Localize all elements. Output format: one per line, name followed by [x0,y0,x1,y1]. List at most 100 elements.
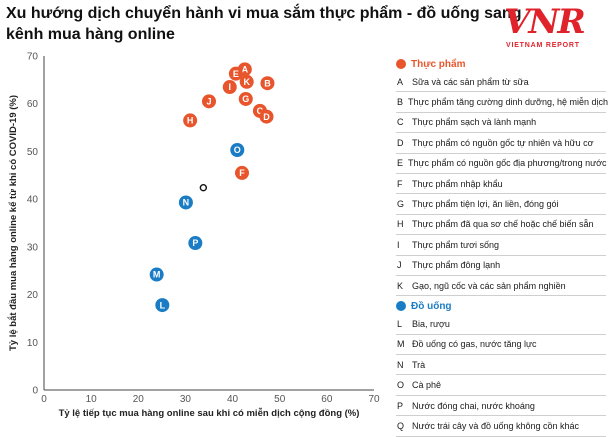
legend-item-label: Thực phẩm có nguồn gốc tự nhiên và hữu c… [412,137,594,148]
point-d [259,109,274,124]
point-e-label: E [233,69,239,79]
legend-item-b: B Thực phẩm tăng cường dinh dưỡng, hệ miễ… [396,92,608,113]
point-i-label: I [228,82,231,92]
legend-item-code: B [397,97,404,108]
legend-item-f: F Thực phẩm nhập khẩu [396,174,606,195]
point-g [238,91,253,106]
legend-item-o: O Cà phê [396,375,606,396]
point-n [178,195,193,210]
legend-item-label: Nước trái cây và đồ uống không cồn khác [412,420,580,431]
legend: Thực phẩm A Sữa và các sản phẩm từ sữa B Th… [396,56,608,437]
point-k [239,74,254,89]
legend-item-code: F [397,178,403,189]
legend-item-p: P Nước đóng chai, nước khoáng [396,396,606,417]
legend-item-n: N Trà [396,355,606,376]
point-c-label: C [257,106,264,116]
y-tick-label: 50 [27,147,39,158]
point-a-label: A [242,65,249,75]
legend-item-label: Thực phẩm sạch và lành mạnh [412,117,537,128]
x-tick-label: 20 [133,394,145,405]
drink-dot-icon [396,301,406,312]
y-tick-label: 40 [27,195,39,206]
legend-item-q: Q Nước trái cây và đồ uống không cồn khác [396,416,606,437]
legend-item-label: Thực phẩm nhập khẩu [412,178,503,189]
legend-item-label: Sữa và các sản phẩm từ sữa [412,76,529,87]
legend-item-code: J [397,260,402,271]
legend-item-code: M [397,339,405,350]
point-f [235,165,249,180]
legend-item-label: Trà [412,359,426,370]
legend-item-e: E Thực phẩm có nguồn gốc địa phương/trong… [396,154,607,174]
legend-item-g: G Thực phẩm tiện lợi, ăn liền, đóng gói [396,194,606,215]
y-tick-label: 0 [32,386,38,397]
legend-item-code: Q [397,420,405,431]
x-tick-label: 70 [368,394,380,405]
point-j [202,94,216,109]
chart-title: Xu hướng dịch chuyển hành vi mua sắm thự… [6,5,522,43]
point-q [199,183,208,192]
legend-item-code: C [397,117,404,128]
legend-drink-header: Đồ uống [396,298,606,314]
legend-item-c: C Thực phẩm sạch và lành mạnh [396,113,606,134]
legend-food-header: Thực phẩm [396,56,606,72]
x-tick-label: 0 [41,394,47,405]
point-j-label: J [206,97,211,107]
legend-item-code: L [397,318,403,329]
x-tick-label: 30 [180,394,192,405]
legend-item-code: P [397,400,404,411]
legend-food-title: Thực phẩm [411,58,466,70]
legend-item-code: K [397,280,404,291]
legend-item-code: A [397,76,404,87]
point-p-label: P [192,238,198,248]
x-axis-label: Tỷ lệ tiếp tục mua hàng online sau khi c… [59,408,360,419]
point-l [155,298,170,313]
point-b-label: B [264,78,271,88]
point-g-label: G [242,94,249,104]
point-f-label: F [239,168,245,178]
point-o [230,142,245,157]
legend-item-label: Gạo, ngũ cốc và các sản phẩm nghiền [412,280,566,291]
y-tick-label: 60 [27,99,39,110]
legend-item-code: E [397,158,404,169]
logo-text: VIETNAM REPORT [506,42,580,49]
logo-mark: VNR [504,2,586,42]
legend-food-list: A Sữa và các sản phẩm từ sữa B Thực phẩm tă… [396,72,608,297]
legend-item-code: O [397,380,405,391]
legend-drink-title: Đồ uống [411,300,452,312]
legend-item-l: L Bia, rượu [396,314,606,335]
legend-drink-list: L Bia, rượu M Đồ uống có gas, nước tăng lực… [396,314,606,437]
x-tick-label: 50 [274,394,286,405]
legend-item-label: Thực phẩm tiện lợi, ăn liền, đóng gói [412,199,559,210]
legend-item-label: Thực phẩm có nguồn gốc địa phương/trong … [408,158,607,169]
point-m [149,267,164,282]
legend-item-label: Thực phẩm đã qua sơ chế hoặc chế biến sẵ… [412,219,594,230]
point-m-label: M [153,270,161,280]
legend-item-k: K Gạo, ngũ cốc và các sản phẩm nghiền [396,276,606,297]
legend-item-m: M Đồ uống có gas, nước tăng lực [396,335,606,356]
y-tick-label: 10 [27,338,39,349]
point-l-label: L [160,300,166,310]
point-e [228,66,243,81]
point-h-label: H [187,116,194,126]
food-dot-icon [396,59,406,69]
legend-item-d: D Thực phẩm có nguồn gốc tự nhiên và hữu … [396,133,606,154]
legend-item-code: H [397,219,404,230]
point-n-label: N [183,198,190,208]
legend-item-label: Nước đóng chai, nước khoáng [412,400,535,411]
legend-item-label: Thực phẩm đông lạnh [412,260,501,271]
legend-item-code: N [397,359,404,370]
legend-item-code: I [397,239,400,250]
y-tick-label: 30 [27,242,39,253]
x-tick-label: 10 [86,394,98,405]
legend-item-label: Đồ uống có gas, nước tăng lực [412,339,537,350]
legend-item-i: I Thực phẩm tươi sống [396,235,606,256]
legend-item-label: Cà phê [412,380,442,391]
y-tick-label: 70 [27,52,39,63]
point-k-label: K [243,77,250,87]
legend-item-label: Thực phẩm tươi sống [412,239,499,250]
point-b [260,76,275,91]
point-h [183,113,198,128]
vietnam-report-logo: VNR VIETNAM REPORT [498,2,606,52]
point-p [188,236,203,251]
